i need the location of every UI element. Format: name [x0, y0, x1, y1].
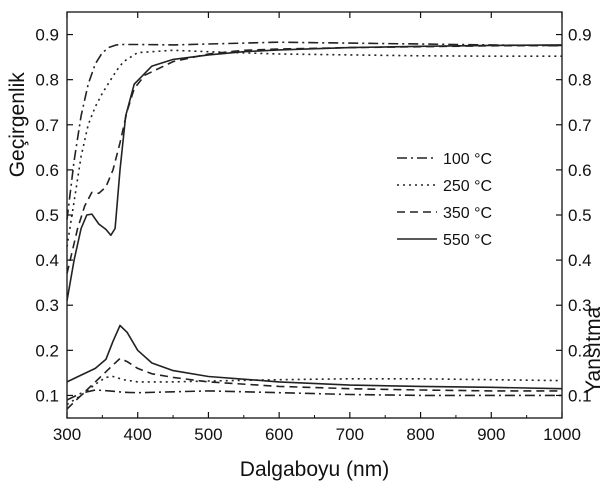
y-tick-label-right: 0.2 [568, 341, 592, 360]
y-tick-label-left: 0.8 [35, 71, 59, 90]
y-tick-label-left: 0.2 [35, 341, 59, 360]
x-tick-label: 500 [194, 425, 222, 444]
y-tick-label-left: 0.7 [35, 116, 59, 135]
x-tick-label: 800 [406, 425, 434, 444]
x-tick-label: 300 [53, 425, 81, 444]
y-tick-label-right: 0.3 [568, 296, 592, 315]
y-tick-label-left: 0.3 [35, 296, 59, 315]
legend-label: 100 °C [443, 151, 492, 168]
y-tick-label-left: 0.6 [35, 161, 59, 180]
y-tick-label-right: 0.5 [568, 206, 592, 225]
legend-label: 350 °C [443, 205, 492, 222]
y-tick-label-right: 0.9 [568, 26, 592, 45]
x-tick-label: 900 [477, 425, 505, 444]
legend-label: 550 °C [443, 232, 492, 249]
series-reflectance-line [66, 357, 562, 410]
y-axis-title-right: Yansıtma [582, 306, 605, 393]
y-tick-label-left: 0.1 [35, 386, 59, 405]
series-reflectance-line [66, 389, 562, 401]
y-tick-label-right: 0.1 [568, 386, 592, 405]
y-tick-label-right: 0.7 [568, 116, 592, 135]
y-tick-label-right: 0.8 [568, 71, 592, 90]
x-tick-label: 600 [265, 425, 293, 444]
series-reflectance-line [66, 375, 563, 406]
legend-label: 250 °C [443, 178, 492, 195]
x-tick-label: 1000 [543, 425, 581, 444]
y-tick-label-left: 0.4 [35, 251, 59, 270]
y-tick-label-right: 0.4 [568, 251, 592, 270]
y-tick-label-left: 0.9 [35, 26, 59, 45]
series-transmittance-line [66, 41, 563, 220]
y-tick-label-left: 0.5 [35, 206, 59, 225]
y-axis-title-left: Geçirgenlik [6, 72, 29, 178]
x-tick-label: 400 [124, 425, 152, 444]
x-tick-label: 700 [336, 425, 364, 444]
series-transmittance-line [66, 44, 563, 301]
x-axis-title: Dalgaboyu (nm) [240, 458, 389, 481]
series-reflectance-line [66, 324, 563, 390]
y-tick-label-right: 0.6 [568, 161, 592, 180]
